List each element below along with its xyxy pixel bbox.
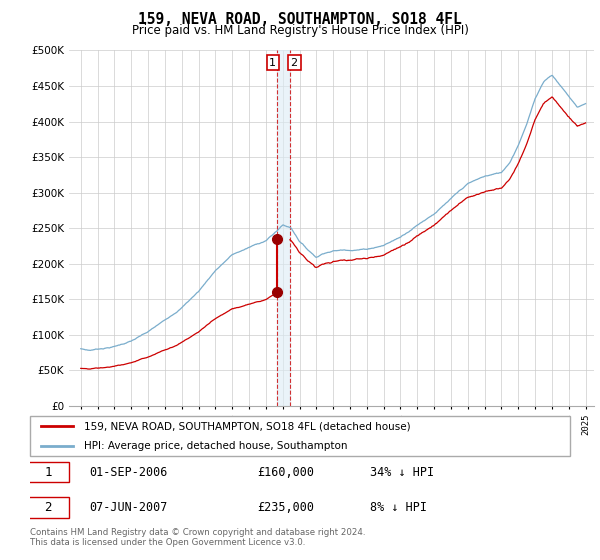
FancyBboxPatch shape <box>28 497 70 518</box>
Text: 159, NEVA ROAD, SOUTHAMPTON, SO18 4FL: 159, NEVA ROAD, SOUTHAMPTON, SO18 4FL <box>138 12 462 27</box>
FancyBboxPatch shape <box>28 462 70 482</box>
Text: Contains HM Land Registry data © Crown copyright and database right 2024.
This d: Contains HM Land Registry data © Crown c… <box>30 528 365 547</box>
Text: HPI: Average price, detached house, Southampton: HPI: Average price, detached house, Sout… <box>84 441 347 451</box>
Text: Price paid vs. HM Land Registry's House Price Index (HPI): Price paid vs. HM Land Registry's House … <box>131 24 469 36</box>
FancyBboxPatch shape <box>30 416 570 456</box>
Text: 34% ↓ HPI: 34% ↓ HPI <box>370 465 434 479</box>
Text: 01-SEP-2006: 01-SEP-2006 <box>89 465 168 479</box>
Text: 1: 1 <box>44 465 52 479</box>
Text: 8% ↓ HPI: 8% ↓ HPI <box>370 501 427 514</box>
Bar <box>277 50 290 406</box>
Text: £235,000: £235,000 <box>257 501 314 514</box>
Text: 07-JUN-2007: 07-JUN-2007 <box>89 501 168 514</box>
Text: 1: 1 <box>269 58 277 68</box>
Text: 159, NEVA ROAD, SOUTHAMPTON, SO18 4FL (detached house): 159, NEVA ROAD, SOUTHAMPTON, SO18 4FL (d… <box>84 421 410 431</box>
Text: 2: 2 <box>290 58 298 68</box>
Text: £160,000: £160,000 <box>257 465 314 479</box>
Text: 2: 2 <box>44 501 52 514</box>
